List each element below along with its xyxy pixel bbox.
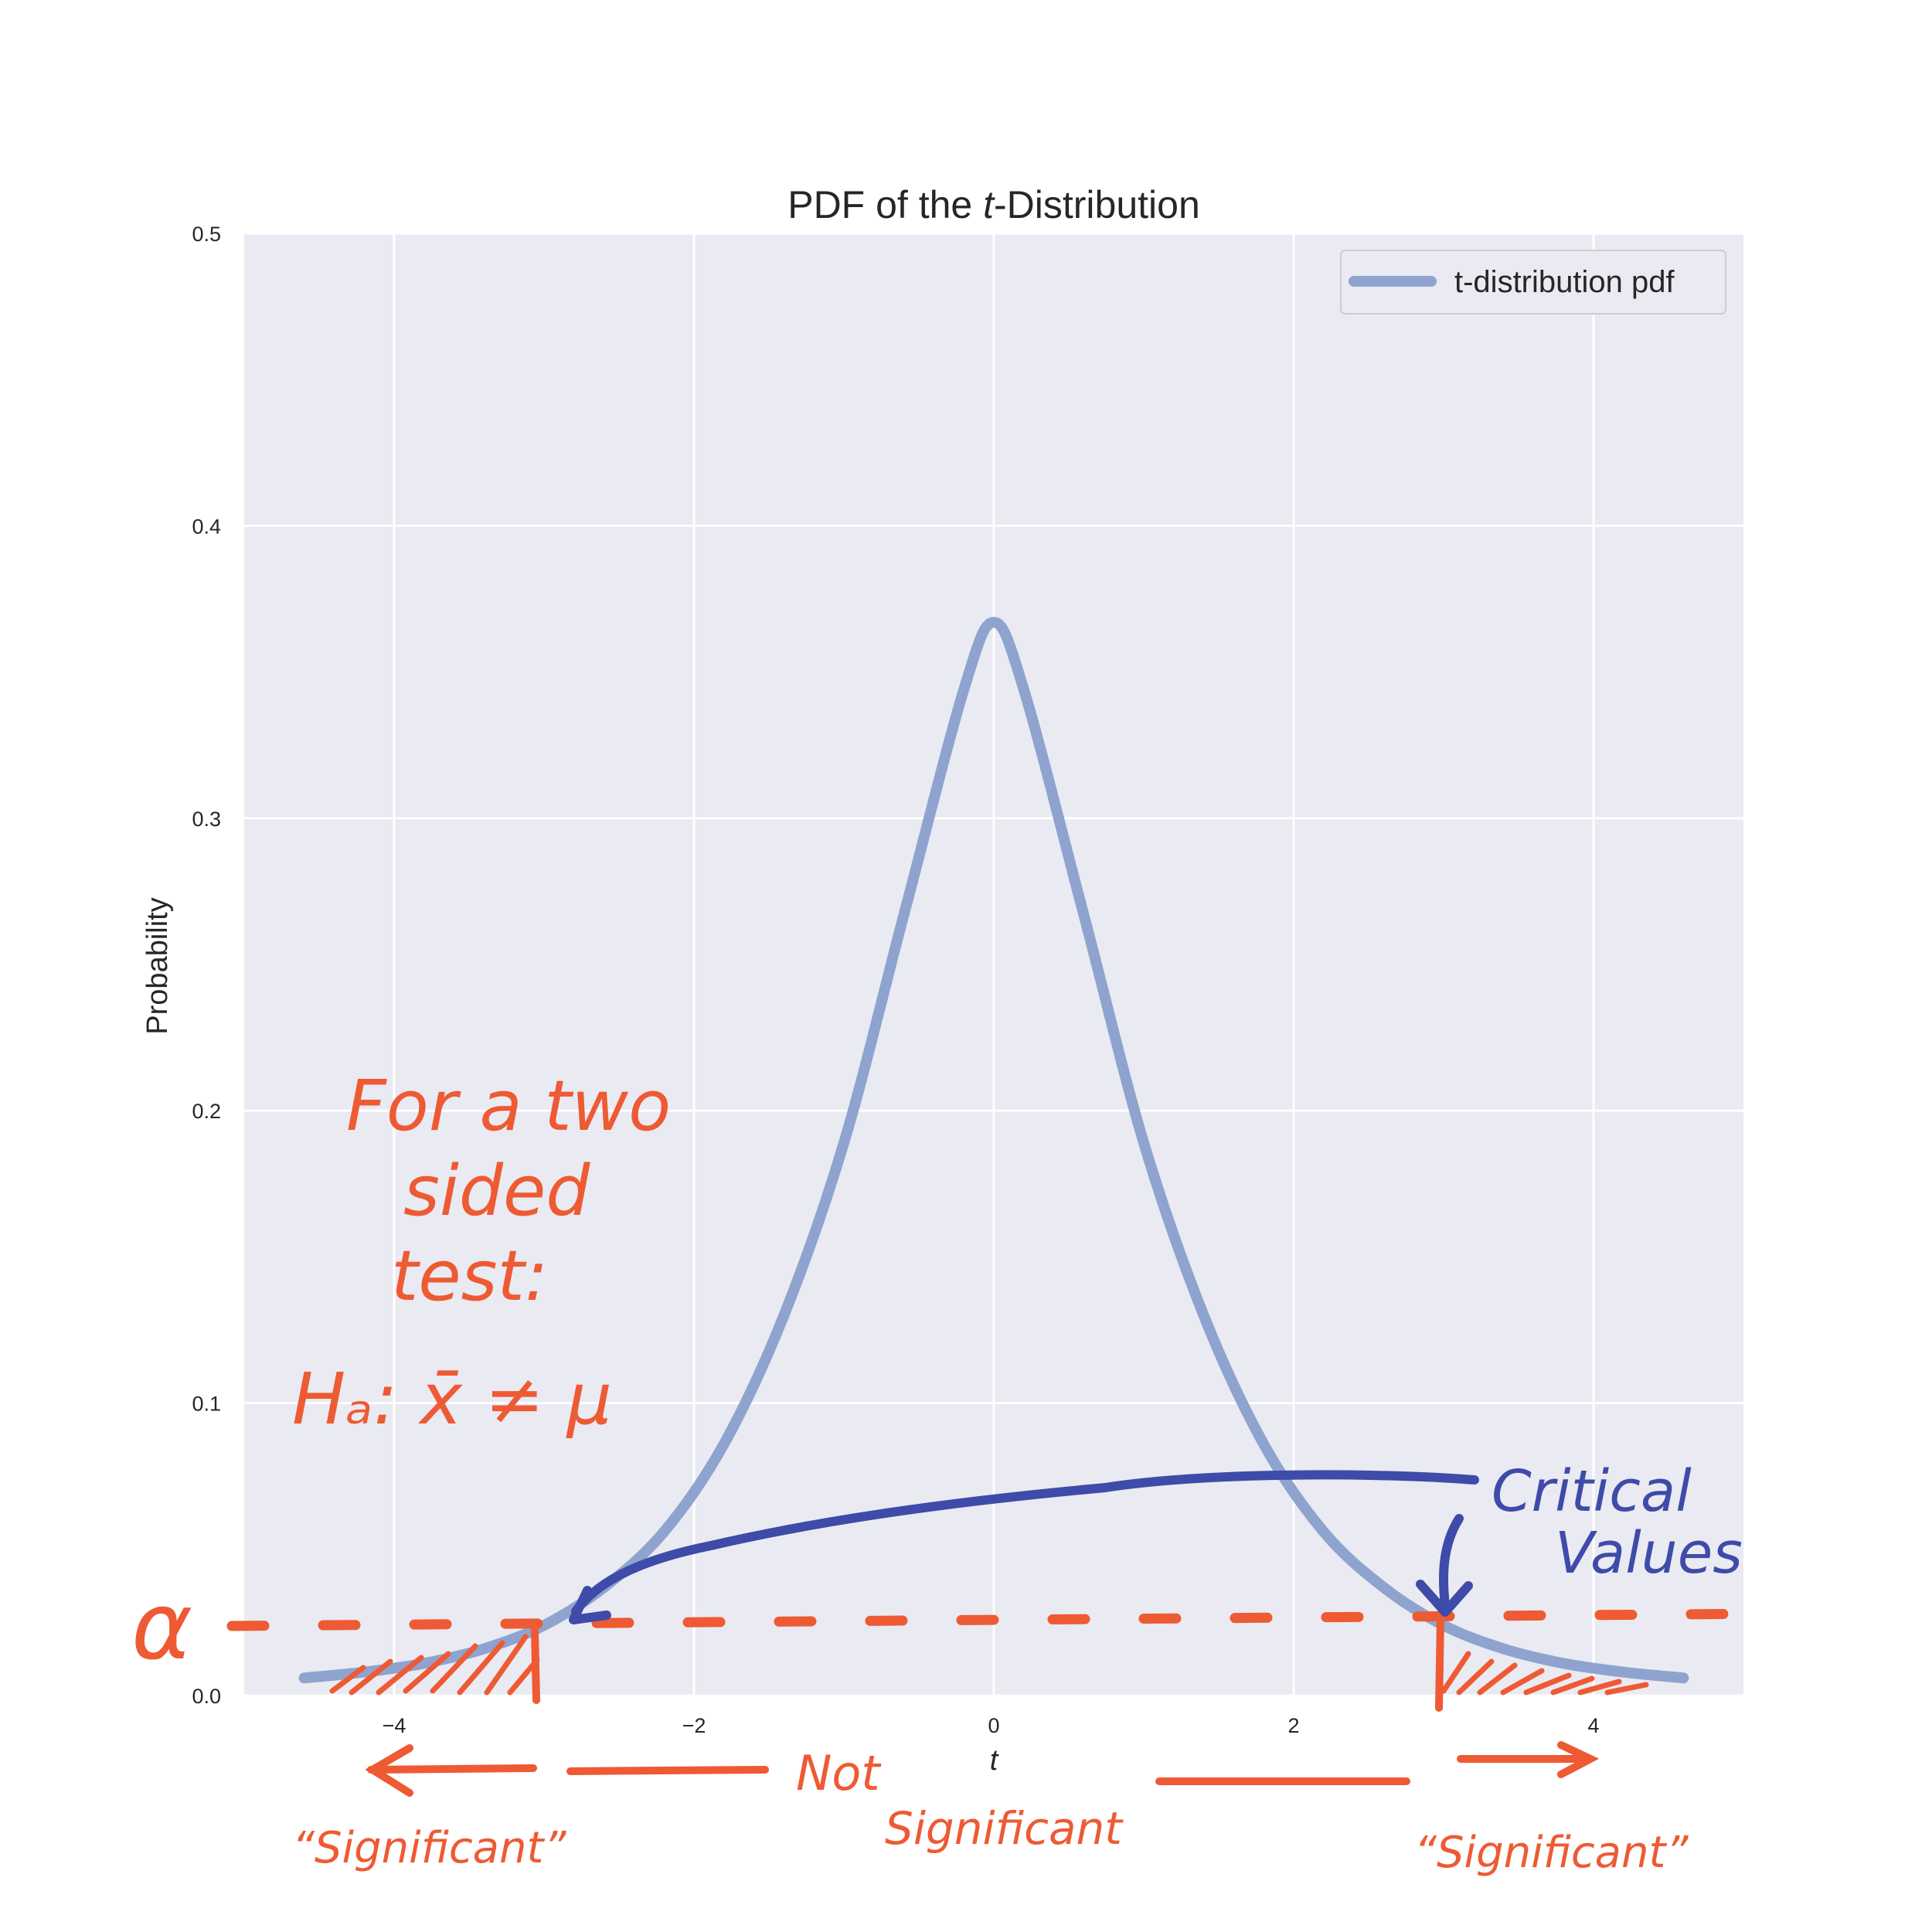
critical-arrow-right-curve: [1438, 1514, 1464, 1611]
y-tick-label: 0.3: [192, 808, 221, 831]
hatch-left-tail: [329, 1634, 540, 1696]
critical-arrow-left-curve: [571, 1470, 1479, 1616]
y-tick-label: 0.2: [192, 1100, 221, 1123]
significant-label-right: “Significant”: [1414, 1828, 1689, 1878]
grid: [244, 232, 1743, 1697]
arrow-left-shaft: [367, 1764, 537, 1774]
annotations-orange: [226, 1608, 1780, 1797]
tick-labels: −4 −2 0 2 4 0.0 0.1 0.2 0.3 0.4 0.5: [192, 223, 1599, 1737]
critical-values-label-1: Critical: [1492, 1458, 1692, 1525]
chart-title-italic: t: [983, 183, 995, 226]
y-tick-label: 0.5: [192, 223, 221, 246]
chart-title-suffix: -Distribution: [994, 183, 1200, 226]
not-significant-line-left: [566, 1766, 769, 1775]
y-tick-label: 0.0: [192, 1685, 221, 1708]
alpha-symbol: α: [131, 1573, 192, 1681]
x-tick-label: 2: [1287, 1714, 1299, 1737]
critical-arrow-left-head: [569, 1586, 611, 1624]
hatch-right-tail: [1440, 1651, 1649, 1696]
chart-title-prefix: PDF of the: [787, 183, 983, 226]
legend-label: t-distribution pdf: [1454, 265, 1675, 299]
arrow-right-head: [1557, 1741, 1600, 1778]
arrow-left-head: [365, 1744, 413, 1797]
x-tick-label: −2: [682, 1714, 706, 1737]
y-tick-label: 0.1: [192, 1393, 221, 1416]
not-significant-label-1: Not: [796, 1745, 882, 1801]
annotations-blue: [569, 1470, 1479, 1624]
x-tick-label: 4: [1587, 1714, 1599, 1737]
critical-marker-right: [1435, 1615, 1444, 1712]
legend: t-distribution pdf: [1340, 250, 1726, 315]
y-tick-label: 0.4: [192, 515, 221, 538]
alpha-dashed-line: [226, 1608, 1780, 1631]
significant-label-left: “Significant”: [292, 1823, 566, 1873]
note-line-3: test:: [391, 1236, 548, 1317]
not-significant-label-2: Significant: [885, 1802, 1124, 1855]
y-axis-label: Probability: [141, 897, 174, 1034]
note-line-2: sided: [403, 1151, 590, 1232]
x-tick-label: 0: [988, 1714, 999, 1737]
x-tick-label: −4: [383, 1714, 406, 1737]
critical-values-label-2: Values: [1555, 1520, 1743, 1587]
chart-title: PDF of the t-Distribution: [787, 183, 1200, 226]
critical-arrow-right-head: [1416, 1580, 1473, 1617]
x-axis-label: t: [990, 1744, 999, 1777]
legend-box: [1340, 250, 1726, 315]
hypothesis-text: Hₐ: x̄ ≠ μ: [292, 1358, 612, 1440]
note-line-1: For a two: [346, 1066, 671, 1147]
